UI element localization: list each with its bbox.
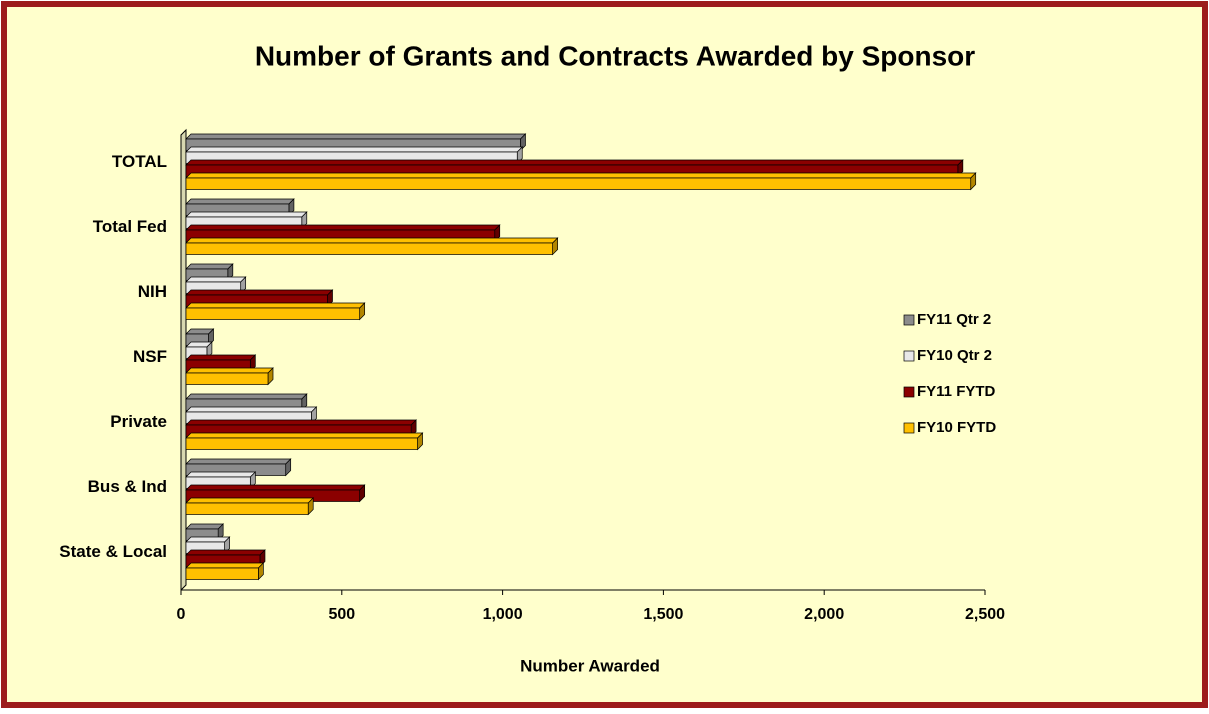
bar [185, 437, 418, 450]
bar-top [185, 419, 417, 426]
x-tick-label: 2,000 [804, 606, 844, 623]
bar-top [185, 562, 265, 569]
bar-top [185, 172, 977, 179]
bar-top [185, 133, 527, 140]
bar-top [185, 393, 308, 400]
y-tick-label: NSF [133, 347, 167, 366]
bar-top [185, 289, 334, 296]
bar-top [185, 484, 366, 491]
bar-top [185, 159, 964, 166]
bar-top [185, 432, 424, 439]
side-wall [180, 128, 187, 592]
bar [185, 307, 361, 320]
bar-top [185, 276, 247, 283]
legend-swatch [903, 314, 915, 326]
y-tick-label: Private [110, 412, 167, 431]
bar-top [185, 458, 292, 465]
legend-label: FY11 FYTD [917, 383, 996, 400]
bar [185, 242, 553, 255]
bar-top [185, 237, 559, 244]
bar-top [185, 471, 257, 478]
y-tick-label: Total Fed [93, 217, 167, 236]
legend-swatch [903, 386, 915, 398]
bar-top [185, 549, 266, 556]
x-axis-label: Number Awarded [520, 656, 660, 675]
legend-label: FY10 Qtr 2 [917, 347, 992, 364]
legend-label: FY11 Qtr 2 [917, 311, 991, 328]
bar-top [185, 198, 295, 205]
bar-top [185, 146, 524, 153]
legend-swatch [903, 422, 915, 434]
legend-swatch [903, 350, 915, 362]
bar [185, 177, 972, 190]
bar-top [185, 406, 318, 413]
y-tick-label: NIH [138, 282, 167, 301]
bar-top [185, 263, 234, 270]
bar-top [185, 497, 315, 504]
bar-top [185, 536, 231, 543]
y-tick-label: Bus & Ind [88, 477, 167, 496]
bar [185, 372, 269, 385]
chart-title: Number of Grants and Contracts Awarded b… [255, 40, 975, 71]
x-tick-label: 500 [328, 606, 355, 623]
y-tick-label: TOTAL [112, 152, 167, 171]
y-tick-label: State & Local [59, 542, 167, 561]
bar-top [185, 523, 225, 530]
legend-label: FY10 FYTD [917, 419, 996, 436]
x-tick-label: 1,000 [483, 606, 523, 623]
x-tick-label: 1,500 [643, 606, 683, 623]
bar-top [185, 211, 308, 218]
x-tick-label: 2,500 [965, 606, 1005, 623]
bar [185, 502, 309, 515]
bar [185, 567, 259, 580]
bar-top [185, 302, 366, 309]
bar-top [185, 367, 274, 374]
x-tick-label: 0 [177, 606, 186, 623]
bar-top [185, 224, 501, 231]
bar-top [185, 354, 257, 361]
